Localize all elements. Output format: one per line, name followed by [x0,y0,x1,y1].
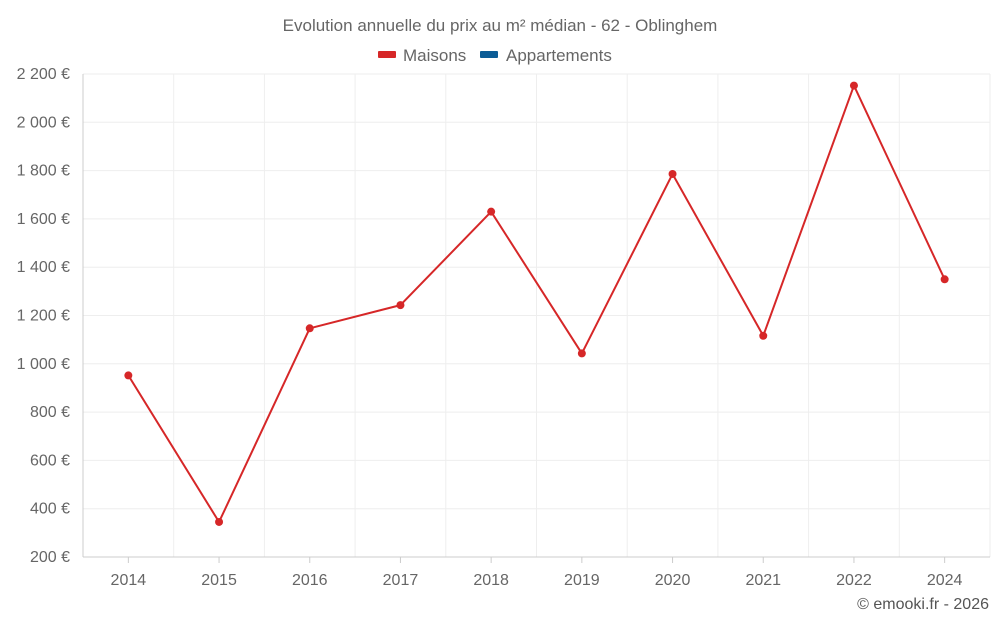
data-point-maisons-2017[interactable] [396,301,405,310]
x-tick-label: 2020 [655,572,691,589]
y-tick-label: 1 000 € [17,356,70,373]
credit-text: © emooki.fr - 2026 [857,596,989,613]
x-tick-label: 2018 [473,572,509,589]
axes: 200 € 400 € 600 € 800 € 1 000 € 1 200 € 1 400 … [17,66,990,589]
data-point-maisons-2022[interactable] [849,81,858,90]
y-tick-label: 600 € [30,452,70,469]
data-point-maisons-2018[interactable] [487,207,496,216]
y-tick-label: 1 400 € [17,259,70,276]
series [124,81,949,526]
legend-swatch-maisons [378,51,396,58]
data-point-maisons-2024[interactable] [940,275,949,284]
data-point-maisons-2020[interactable] [668,169,677,178]
y-tick-label: 2 200 € [17,66,70,83]
x-tick-label: 2014 [111,572,147,589]
x-tick-label: 2024 [927,572,963,589]
legend-swatch-appartements [480,51,498,58]
y-tick-label: 400 € [30,501,70,518]
y-tick-label: 1 600 € [17,211,70,228]
legend-label-maisons: Maisons [403,46,466,65]
data-point-maisons-2015[interactable] [215,517,224,526]
legend-item-maisons[interactable]: Maisons [378,46,466,65]
data-point-maisons-2021[interactable] [759,331,768,340]
chart-title: Evolution annuelle du prix au m² médian … [283,16,718,35]
y-tick-label: 800 € [30,404,70,421]
y-tick-label: 200 € [30,549,70,566]
x-tick-label: 2022 [836,572,872,589]
data-point-maisons-2014[interactable] [124,371,133,380]
x-tick-label: 2017 [383,572,419,589]
y-tick-label: 1 200 € [17,308,70,325]
x-tick-label: 2015 [201,572,237,589]
y-tick-label: 1 800 € [17,163,70,180]
legend-label-appartements: Appartements [506,46,612,65]
data-point-maisons-2019[interactable] [577,349,586,358]
x-tick-label: 2021 [745,572,781,589]
grid [83,73,991,557]
series-line-maisons [127,84,946,523]
legend-item-appartements[interactable]: Appartements [480,46,612,65]
x-tick-label: 2016 [292,572,328,589]
data-point-maisons-2016[interactable] [305,324,314,333]
y-tick-label: 2 000 € [17,114,70,131]
legend: Maisons Appartements [378,46,612,65]
x-tick-label: 2019 [564,572,600,589]
